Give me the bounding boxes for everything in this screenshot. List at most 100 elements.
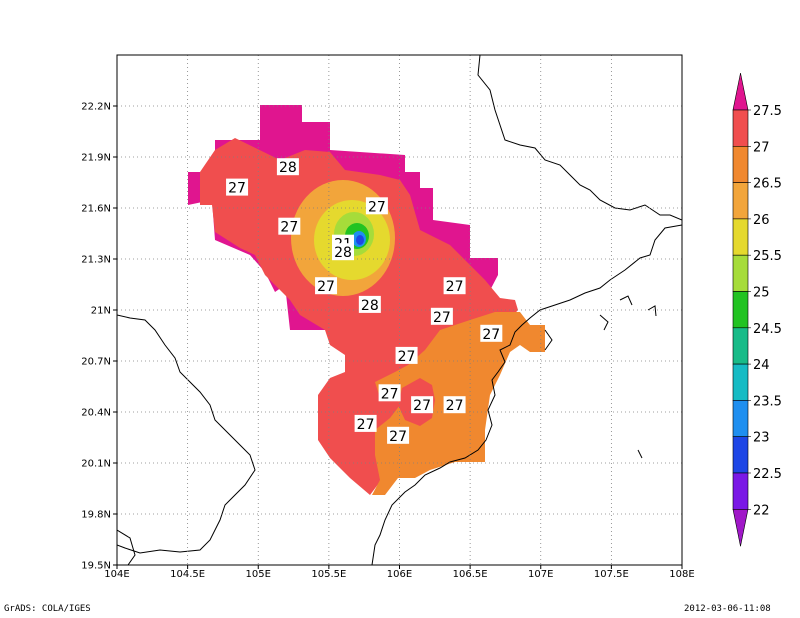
contour-label: 28 [358, 295, 381, 314]
contour-label-value: 27 [228, 181, 246, 197]
contour-labels: 2728272721282728272727272727272727 [226, 158, 503, 445]
lon-tick-label: 107.5E [594, 569, 629, 580]
lon-tick-label: 104E [104, 569, 129, 580]
colorbar-segment [732, 109, 749, 147]
colorbar-level-label: 24.5 [753, 322, 782, 337]
colorbar-segment [732, 146, 749, 183]
lon-tick-label: 104.5E [170, 569, 205, 580]
contour-label-box [443, 396, 466, 414]
contour-label: 27 [226, 178, 249, 197]
lat-tick-label: 21.6N [81, 204, 111, 215]
contour-label-box [430, 307, 453, 325]
colorbar-top-arrow [732, 72, 749, 111]
contour-label-box [226, 178, 249, 196]
contour-label: 27 [315, 277, 338, 295]
contour-label-value: 27 [446, 279, 464, 295]
contour-label: 27 [365, 197, 388, 215]
colorbar-level-label: 23.5 [753, 394, 782, 409]
colorbar-level-label: 27 [753, 140, 770, 155]
lat-tick-label: 22.2N [81, 102, 111, 113]
contour-label: 27 [443, 396, 466, 414]
island-line-4 [647, 305, 657, 317]
contour-label-value: 28 [279, 160, 297, 176]
contour-label-value: 27 [482, 327, 500, 343]
contour-label-value: 27 [357, 417, 375, 433]
lat-tick-label: 19.8N [81, 510, 111, 521]
colorbar-bottom-arrow [732, 508, 749, 547]
contour-label: 27 [354, 414, 377, 433]
island-line-1 [544, 329, 553, 351]
colorbar-level-label: 22 [753, 503, 770, 518]
colorbar-level-label: 27.5 [753, 104, 782, 119]
contour-label-value: 27 [413, 398, 431, 414]
contour-label-box [278, 217, 301, 235]
colorbar-segment [732, 182, 749, 220]
contour-label: 28 [276, 158, 299, 176]
lat-tick-label: 20.1N [81, 459, 111, 470]
contour-label-value: 27 [398, 349, 416, 365]
contour-label-box [365, 197, 388, 215]
lon-tick-label: 106.5E [453, 569, 488, 580]
field-blue-core [356, 235, 364, 245]
colorbar-segment [732, 291, 749, 329]
colorbar-level-label: 26.5 [753, 177, 782, 192]
contour-label-box [387, 426, 410, 444]
longitude-axis: 104E 104.5E 105E 105.5E 106E 106.5E 107E 107.5E… [104, 565, 695, 580]
colorbar-level-label: 24 [753, 358, 770, 373]
contour-label-box [480, 324, 503, 342]
contour-label-box [411, 396, 434, 414]
contour-label-value: 27 [317, 279, 335, 295]
contour-label-value: 27 [368, 199, 386, 215]
colorbar-level-label: 26 [753, 213, 770, 228]
lat-tick-label: 19.5N [81, 561, 111, 572]
colorbar-segment [732, 254, 749, 292]
lat-tick-label: 20.7N [81, 357, 111, 368]
contour-label: 27 [430, 307, 453, 326]
contour-label-value: 27 [389, 429, 407, 445]
border-line-north [477, 55, 682, 221]
contour-label-box [378, 384, 401, 402]
contour-label: 27 [387, 426, 410, 445]
lat-tick-label: 21N [91, 306, 111, 317]
colorbar-segment [732, 436, 749, 474]
footer-timestamp: 2012-03-06-11:08 [684, 604, 771, 614]
colorbar-segment [732, 363, 749, 401]
contour-label: 27 [480, 324, 503, 343]
contour-label-box [276, 158, 299, 176]
lon-tick-label: 108E [669, 569, 694, 580]
contour-label-box [443, 277, 466, 295]
colorbar-segment [732, 472, 749, 510]
contour-label: 27 [378, 384, 401, 402]
contour-label-value: 27 [433, 310, 451, 326]
lat-tick-label: 20.4N [81, 408, 111, 419]
contour-label: 27 [411, 396, 434, 414]
contour-label-box [395, 346, 418, 364]
colorbar-level-label: 23 [753, 431, 770, 446]
contour-label-value: 28 [334, 245, 352, 261]
lon-tick-label: 106E [387, 569, 412, 580]
contour-label-value: 27 [446, 398, 464, 414]
colorbar-segment [732, 327, 749, 365]
grid-lines [117, 55, 682, 565]
footer-credit: GrADS: COLA/IGES [4, 604, 91, 614]
colorbar-level-label: 25.5 [753, 249, 782, 264]
contour-label: 27 [395, 346, 418, 365]
border-line-west-2 [117, 529, 136, 565]
island-line-3 [619, 295, 633, 306]
lon-tick-label: 107E [528, 569, 553, 580]
contour-label: 27 [443, 277, 466, 295]
contour-label-box [332, 243, 354, 261]
colorbar-level-label: 25 [753, 286, 770, 301]
contour-label-box [354, 414, 377, 432]
lat-tick-label: 21.9N [81, 153, 111, 164]
latitude-axis: 22.2N 21.9N 21.6N 21.3N 21N 20.7N 20.4N 20.1N 19… [81, 102, 117, 572]
lat-tick-label: 21.3N [81, 255, 111, 266]
lon-tick-label: 105E [246, 569, 271, 580]
contour-label-value: 27 [280, 220, 298, 236]
border-line-west [117, 314, 256, 554]
lon-tick-label: 105.5E [311, 569, 346, 580]
contour-label: 28 [332, 243, 354, 261]
colorbar: 27.5 27 26.5 26 25.5 25 24.5 24 23.5 23 22.5 22 [732, 72, 782, 547]
contour-label-value: 28 [361, 298, 379, 314]
